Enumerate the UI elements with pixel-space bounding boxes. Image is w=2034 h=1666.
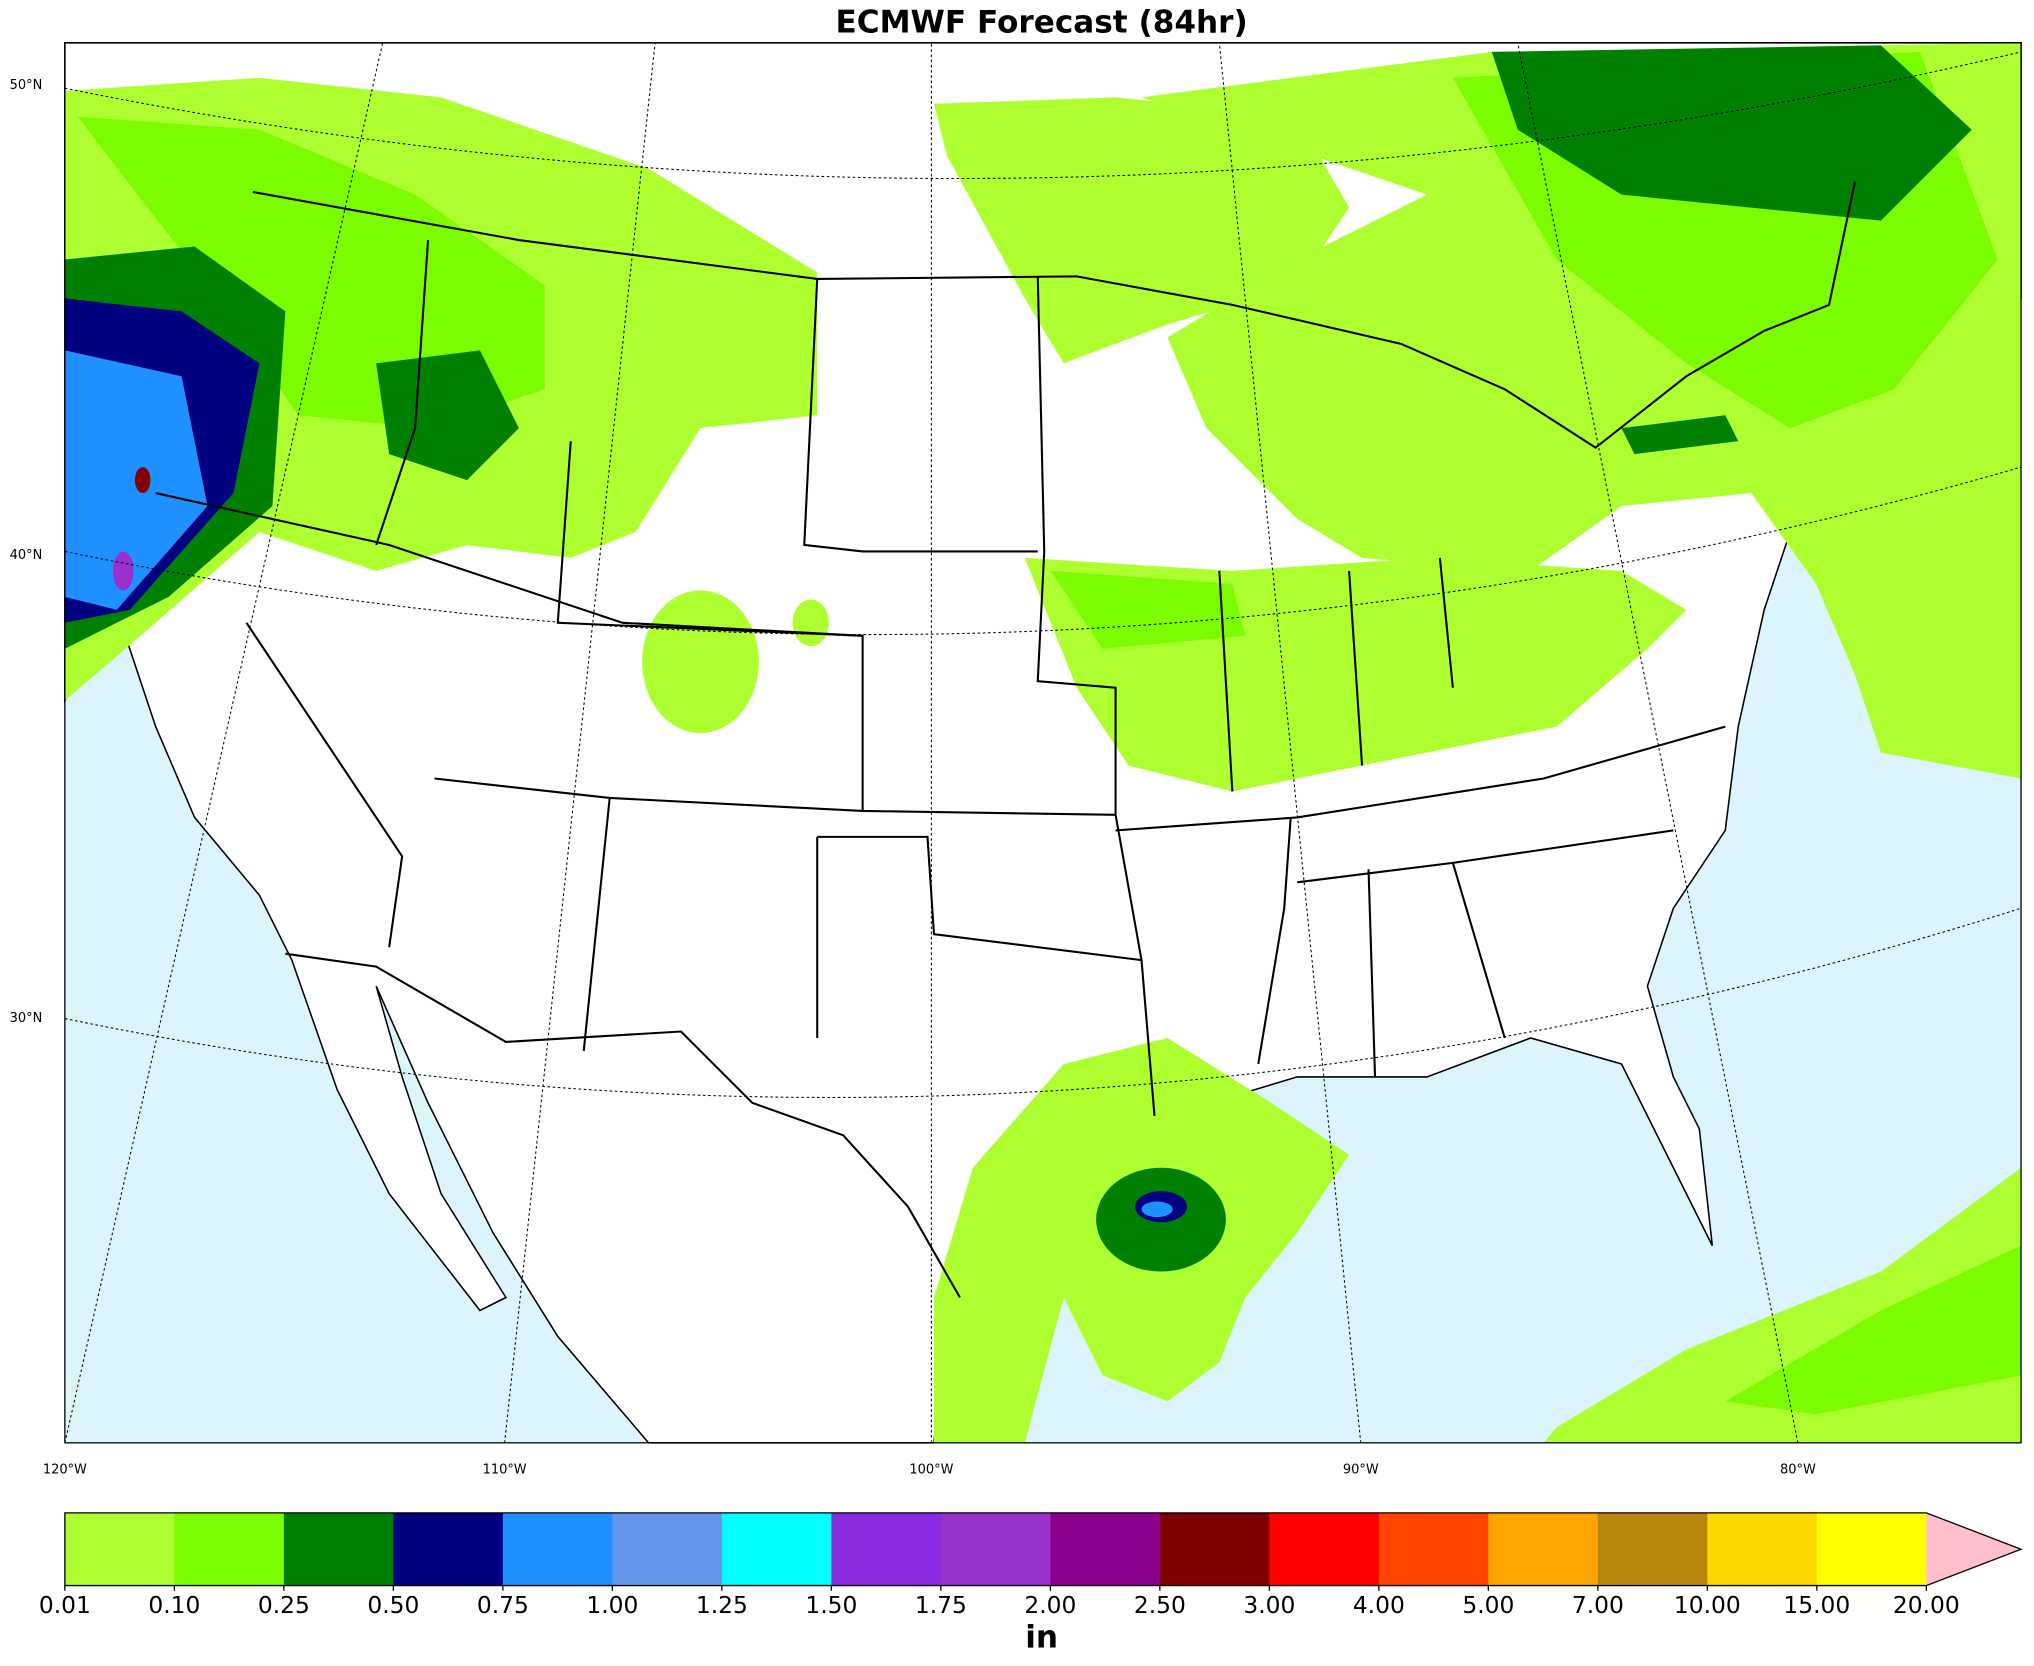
colorbar-box [502,1512,614,1586]
colorbar-tick-label: 4.00 [1353,1591,1405,1619]
colorbar-box [721,1512,832,1586]
colorbar-box [1269,1512,1380,1586]
borders [155,181,1857,1299]
lat-label: 40°N [10,548,43,563]
colorbar-box [1159,1512,1270,1586]
colorbar-box [174,1512,285,1586]
lon-label: 120°W [43,1463,87,1478]
lon-label: 90°W [1343,1463,1379,1478]
colorbar-extend [1926,1512,2022,1586]
map [64,42,2022,1444]
colorbar-tick-label: 10.00 [1674,1591,1741,1619]
colorbar-box [612,1512,723,1586]
title: ECMWF Forecast (84hr) [836,4,1248,40]
colorbar-box [283,1512,395,1586]
colorbar-label: in [1025,1620,1058,1656]
colorbar-box [940,1512,1051,1586]
colorbar-box [1488,1512,1599,1586]
colorbar-tick-label: 0.50 [367,1591,419,1619]
colorbar-box [393,1512,504,1586]
colorbar-tick-label: 1.75 [915,1591,967,1619]
colorbar-tick-label: 7.00 [1572,1591,1624,1619]
lat-label: 50°N [10,78,43,93]
colorbar-tick-label: 20.00 [1893,1591,1960,1619]
colorbar-tick-label: 0.10 [148,1591,200,1619]
colorbar-box [1597,1512,1708,1586]
colorbar-box [1050,1512,1161,1586]
colorbar-tick-label: 1.00 [586,1591,638,1619]
colorbar-box [64,1512,176,1586]
colorbar-tick-label: 5.00 [1462,1591,1514,1619]
lat-label: 30°N [10,1011,43,1026]
colorbar-tick-label: 0.01 [39,1591,91,1619]
colorbar-tick-label: 3.00 [1243,1591,1295,1619]
colorbar-box [1707,1512,1818,1586]
lon-label: 80°W [1780,1463,1816,1478]
colorbar-tick-label: 0.25 [258,1591,310,1619]
colorbar-tick-label: 2.00 [1024,1591,1076,1619]
colorbar-tick-label: 1.25 [696,1591,748,1619]
colorbar-outline [64,1512,2023,1587]
colorbar: 0.01 0.10 0.25 0.50 0.75 1.00 1.25 1.50 1.75 2.00… [39,1512,2023,1619]
colorbar-box [1816,1512,1927,1586]
map-frame [64,42,2022,1444]
colorbar-box [831,1512,942,1586]
colorbar-tick-label: 1.50 [805,1591,857,1619]
colorbar-tick-label: 2.50 [1134,1591,1186,1619]
lon-label: 100°W [909,1463,953,1478]
graticule [64,42,2022,1443]
lon-label: 110°W [483,1463,527,1478]
colorbar-box [1378,1512,1489,1586]
colorbar-tick-label: 0.75 [477,1591,529,1619]
colorbar-tick-label: 15.00 [1783,1591,1850,1619]
precipitation [64,42,2022,1443]
